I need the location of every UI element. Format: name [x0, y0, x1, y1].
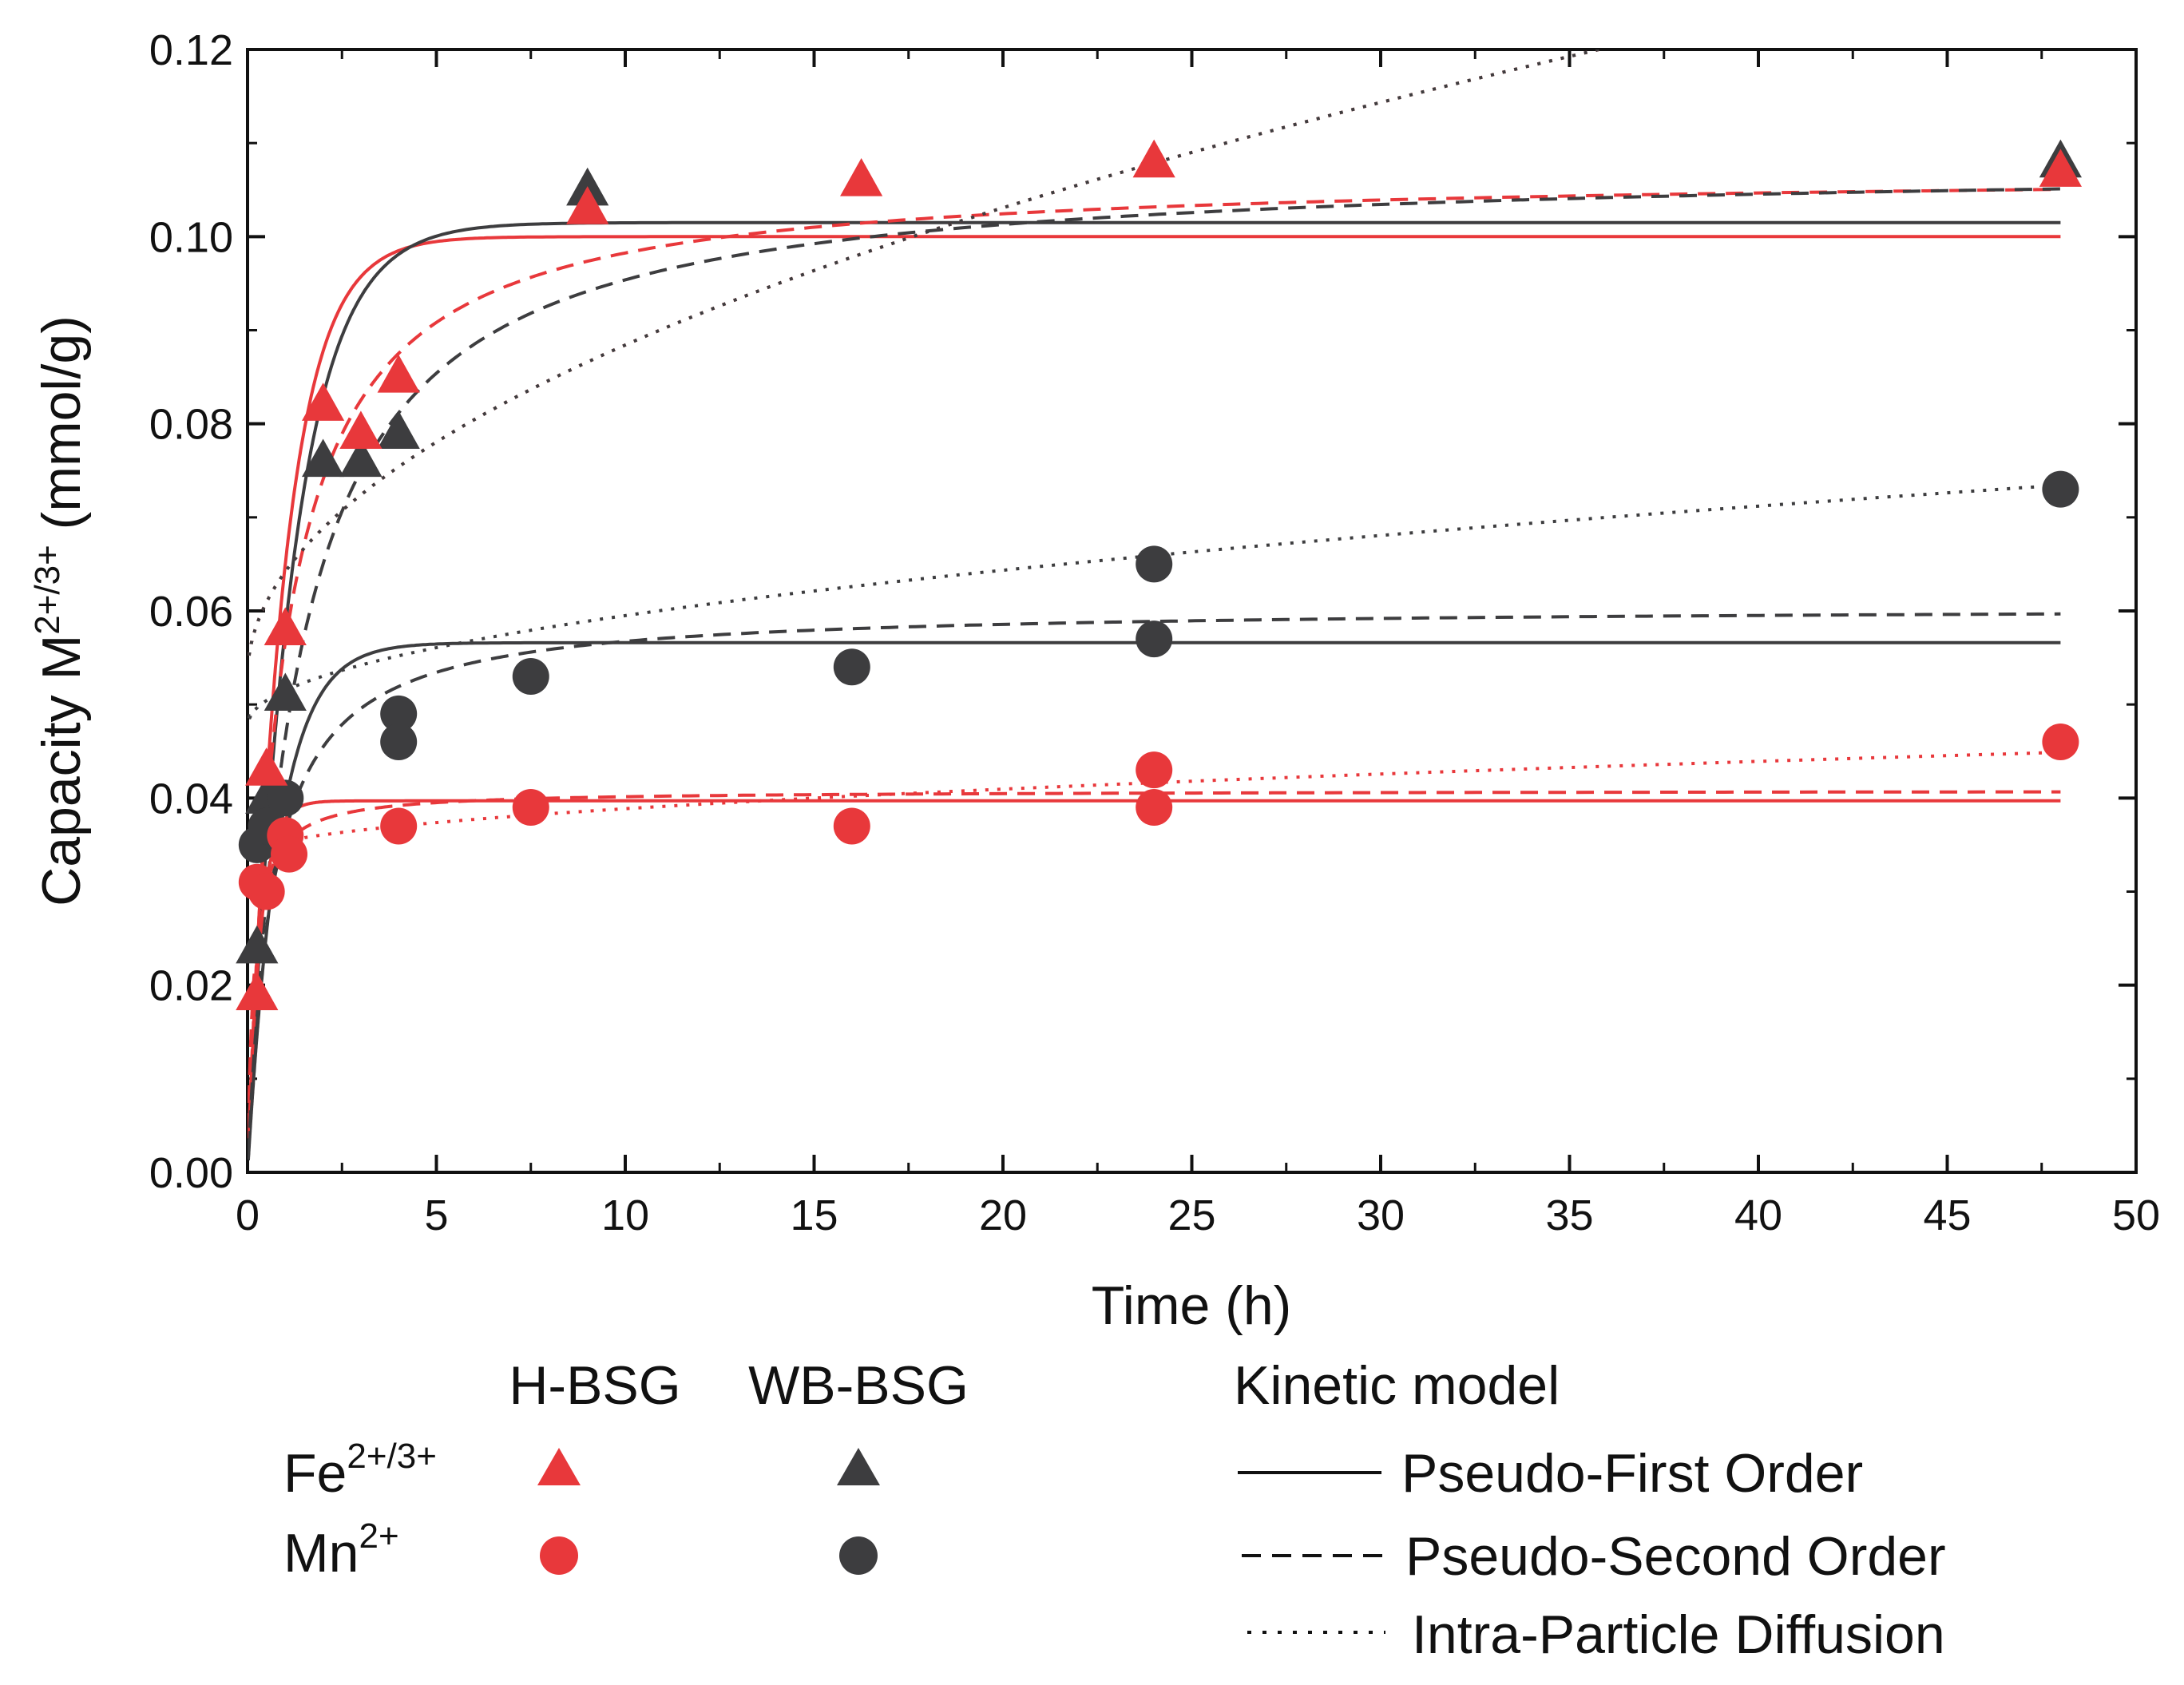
- legend-col-h-bsg: H-BSG: [509, 1355, 680, 1416]
- data-point-fe-h-bsg: [264, 607, 307, 646]
- y-tick-label: 0.10: [149, 213, 233, 261]
- data-point-fe-h-bsg: [302, 383, 345, 421]
- legend-label-pfo: Pseudo-First Order: [1401, 1443, 1863, 1504]
- data-point-fe-h-bsg: [2039, 149, 2082, 187]
- fit-curve-fe-wb-bsg-ipd: [248, 50, 1607, 656]
- legend-label-ipd: Intra-Particle Diffusion: [1412, 1604, 1945, 1665]
- data-point-mn-wb-bsg: [1136, 545, 1173, 583]
- legend-row-fe: Fe2+/3+: [283, 1437, 437, 1504]
- legend-marker-mn-h-bsg: [540, 1536, 578, 1575]
- data-point-mn-h-bsg: [271, 835, 308, 873]
- x-tick-label: 15: [790, 1191, 838, 1239]
- data-point-fe-wb-bsg: [264, 672, 307, 712]
- data-point-mn-wb-bsg: [2042, 470, 2079, 508]
- y-axis-title-sup: 2+/3+: [28, 545, 67, 635]
- data-point-mn-wb-bsg: [380, 724, 418, 761]
- data-point-mn-h-bsg: [1136, 789, 1173, 827]
- y-axis: 0.00 0.02 0.04 0.06 0.08 0.10 0.12: [149, 26, 2136, 1197]
- y-tick-label: 0.00: [149, 1149, 233, 1197]
- data-point-mn-h-bsg: [380, 807, 418, 845]
- x-axis-title: Time (h): [1092, 1275, 1292, 1336]
- fit-curve-mn-wb-bsg-pso: [248, 612, 2061, 1156]
- x-tick-label: 30: [1357, 1191, 1405, 1239]
- data-point-mn-h-bsg: [2042, 724, 2079, 761]
- data-point-fe-h-bsg: [245, 747, 288, 786]
- data-point-fe-wb-bsg: [339, 438, 382, 478]
- data-point-mn-wb-bsg: [833, 648, 870, 686]
- fit-curve-mn-h-bsg-pso: [248, 790, 2061, 1132]
- legend-marker-fe-wb-bsg: [837, 1448, 880, 1485]
- data-point-mn-wb-bsg: [1136, 620, 1173, 658]
- x-tick-label: 20: [979, 1191, 1027, 1239]
- legend-col-wb-bsg: WB-BSG: [748, 1355, 969, 1416]
- x-tick-label: 0: [236, 1191, 260, 1239]
- data-point-fe-h-bsg: [566, 186, 609, 224]
- y-tick-label: 0.08: [149, 401, 233, 449]
- data-markers: [236, 139, 2082, 1010]
- legend-marker-fe-h-bsg: [537, 1448, 581, 1485]
- data-point-fe-h-bsg: [236, 972, 279, 1010]
- x-tick-label: 45: [1923, 1191, 1971, 1239]
- y-axis-title-unit: (mmol/g): [31, 315, 92, 545]
- data-point-fe-h-bsg: [1132, 139, 1175, 178]
- x-tick-label: 50: [2112, 1191, 2160, 1239]
- data-point-mn-h-bsg: [1136, 751, 1173, 789]
- y-tick-label: 0.12: [149, 26, 233, 74]
- x-tick-label: 25: [1167, 1191, 1215, 1239]
- data-point-fe-wb-bsg: [377, 410, 420, 449]
- data-point-fe-h-bsg: [840, 158, 883, 196]
- fit-curve-mn-wb-bsg-pfo: [248, 640, 2061, 1161]
- plot-frame: [246, 48, 2138, 1174]
- data-point-fe-wb-bsg: [236, 925, 279, 964]
- data-point-fe-h-bsg: [377, 355, 420, 393]
- data-point-fe-h-bsg: [339, 410, 382, 449]
- data-point-mn-h-bsg: [512, 789, 549, 827]
- x-tick-label: 35: [1545, 1191, 1593, 1239]
- legend: H-BSG WB-BSG Fe2+/3+ Mn2+ Kinetic model …: [283, 1355, 1946, 1665]
- x-axis: 0 5 10 15 20 25 30 35 40 45 50: [236, 50, 2160, 1239]
- y-axis-title-base: Capacity M: [31, 635, 92, 906]
- y-tick-label: 0.04: [149, 775, 233, 823]
- fit-curve-fe-h-bsg-pfo: [248, 235, 2061, 1154]
- x-tick-label: 40: [1734, 1191, 1782, 1239]
- legend-row-mn: Mn2+: [283, 1516, 399, 1584]
- fit-curve-fe-h-bsg-pso: [248, 188, 2061, 1152]
- legend-marker-mn-wb-bsg: [839, 1536, 878, 1575]
- legend-label-pso: Pseudo-Second Order: [1405, 1526, 1946, 1587]
- legend-kinetic-title: Kinetic model: [1234, 1355, 1560, 1416]
- fit-curve-mn-h-bsg-pfo: [248, 799, 2061, 1152]
- x-tick-label: 5: [424, 1191, 448, 1239]
- y-axis-title: Capacity M2+/3+ (mmol/g): [28, 315, 92, 906]
- data-point-mn-h-bsg: [248, 873, 285, 910]
- y-tick-label: 0.06: [149, 588, 233, 636]
- y-tick-label: 0.02: [149, 962, 233, 1010]
- data-point-mn-wb-bsg: [512, 658, 549, 696]
- data-point-mn-h-bsg: [833, 807, 870, 845]
- data-point-mn-wb-bsg: [267, 779, 304, 817]
- x-tick-label: 10: [601, 1191, 649, 1239]
- data-point-fe-wb-bsg: [302, 438, 345, 478]
- data-point-mn-wb-bsg: [380, 695, 418, 732]
